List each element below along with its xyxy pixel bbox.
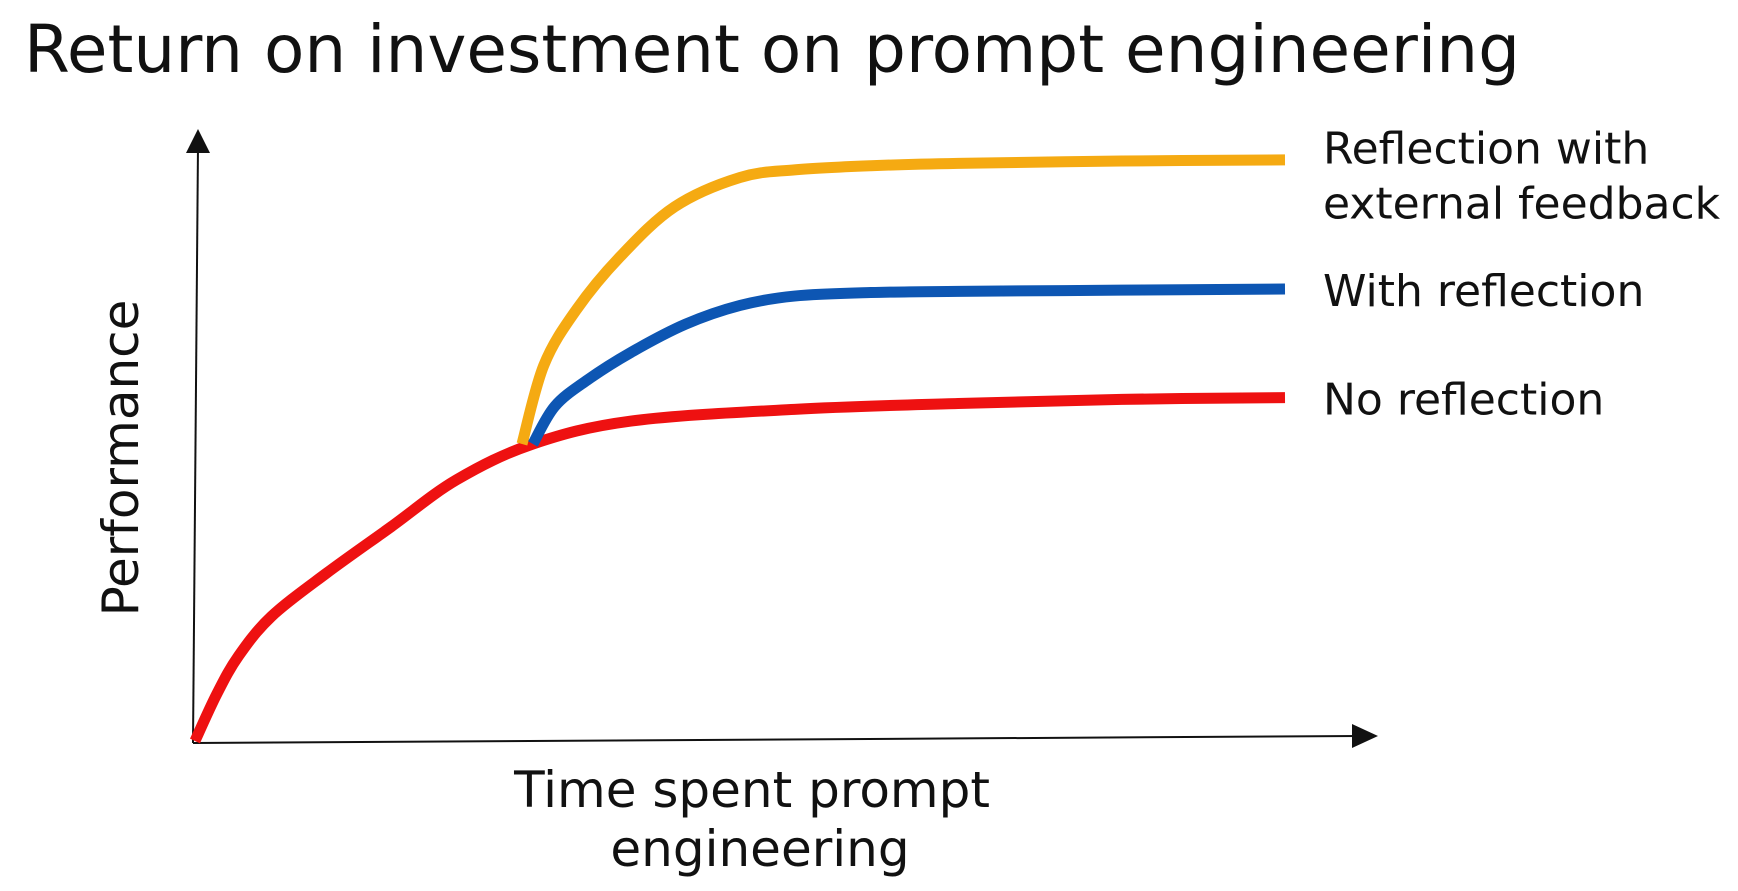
series-label-no-reflection: No reflection [1323,375,1604,426]
series-label-line: No reflection [1323,375,1604,426]
page-title: Return on investment on prompt engineeri… [24,11,1520,88]
x-axis-label-line-2: engineering [610,820,909,878]
y-axis-arrow-icon [186,129,210,153]
series-line-no-reflection [190,392,1286,744]
x-axis-label-line-1: Time spent prompt [513,761,990,819]
x-axis-label: Time spent prompt engineering [513,761,1006,878]
series-label-with-reflection: With reflection [1323,266,1644,317]
series-line-with-reflection [528,283,1286,447]
series-label-line: With reflection [1323,266,1644,317]
y-axis [192,144,199,744]
series-line-reflection-with-external-feedback [516,154,1286,446]
x-axis [192,735,1361,744]
x-axis-arrow-icon [1352,724,1378,748]
series-layer [190,154,1286,744]
axes [186,129,1378,748]
series-label-line: Reflection with [1323,123,1649,174]
legend-layer: No reflection With reflection Reflection w… [1323,123,1721,425]
series-label-reflection-with-external-feedback: Reflection with external feedback [1323,123,1721,229]
y-axis-label: Performance [92,300,150,617]
series-label-line: external feedback [1323,178,1721,229]
